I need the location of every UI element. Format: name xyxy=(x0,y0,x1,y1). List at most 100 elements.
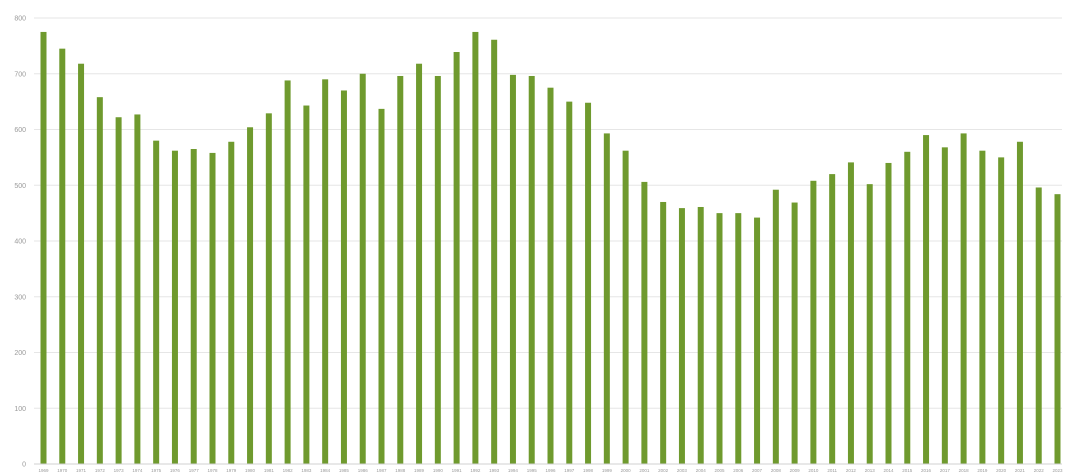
bars xyxy=(40,31,1061,465)
bar xyxy=(322,79,329,464)
x-tick-label: 1988 xyxy=(395,468,406,473)
bar xyxy=(378,108,385,464)
bar xyxy=(228,141,235,464)
x-tick-label: 1970 xyxy=(57,468,68,473)
y-tick-label: 600 xyxy=(14,127,26,134)
bar xyxy=(397,75,404,464)
x-tick-label: 2016 xyxy=(921,468,932,473)
x-tick-label: 1975 xyxy=(151,468,162,473)
x-tick-label: 1989 xyxy=(414,468,425,473)
bar xyxy=(566,101,573,464)
x-tick-label: 1985 xyxy=(339,468,350,473)
x-tick-label: 2006 xyxy=(733,468,744,473)
x-tick-label: 2018 xyxy=(959,468,970,473)
bar xyxy=(660,201,667,464)
bar xyxy=(866,184,873,464)
bar xyxy=(791,202,798,464)
x-tick-label: 2023 xyxy=(1052,468,1063,473)
bar xyxy=(772,189,779,464)
bar xyxy=(528,75,535,464)
x-tick-label: 2020 xyxy=(996,468,1007,473)
x-tick-label: 2019 xyxy=(977,468,988,473)
x-tick-label: 2014 xyxy=(883,468,894,473)
bar xyxy=(265,113,272,465)
bar xyxy=(678,208,685,464)
y-tick-label: 400 xyxy=(14,239,26,246)
x-tick-label: 1995 xyxy=(527,468,538,473)
bar xyxy=(960,133,967,464)
bar xyxy=(1016,141,1023,464)
x-tick-label: 2002 xyxy=(658,468,669,473)
y-tick-label: 200 xyxy=(14,350,26,357)
bar xyxy=(716,213,723,464)
x-tick-label: 2003 xyxy=(677,468,688,473)
x-tick-label: 1993 xyxy=(489,468,500,473)
bar xyxy=(209,152,216,465)
bar xyxy=(829,174,836,464)
x-tick-label: 2008 xyxy=(771,468,782,473)
x-tick-label: 1991 xyxy=(452,468,463,473)
x-tick-label: 2010 xyxy=(808,468,819,473)
x-tick-label: 1999 xyxy=(602,468,613,473)
x-tick-label: 2012 xyxy=(846,468,857,473)
x-tick-label: 2021 xyxy=(1015,468,1026,473)
x-tick-label: 1983 xyxy=(301,468,312,473)
bar xyxy=(1054,194,1061,465)
bar xyxy=(754,217,761,464)
x-tick-label: 1977 xyxy=(189,468,200,473)
x-tick-label: 2001 xyxy=(639,468,650,473)
bar xyxy=(340,90,347,464)
x-tick-label: 2005 xyxy=(714,468,725,473)
bar xyxy=(416,63,423,465)
x-tick-label: 1997 xyxy=(564,468,575,473)
y-axis-tick-labels: 0 100 200 300 400 500 600 700 800 xyxy=(14,16,26,469)
y-tick-label: 0 xyxy=(22,462,26,469)
x-tick-label: 1984 xyxy=(320,468,331,473)
bar xyxy=(96,97,103,464)
bar xyxy=(153,140,160,464)
x-tick-label: 2013 xyxy=(865,468,876,473)
x-tick-label: 1996 xyxy=(545,468,556,473)
bar xyxy=(472,31,479,464)
bar xyxy=(847,162,854,464)
bar xyxy=(434,75,441,464)
bar xyxy=(547,87,554,464)
x-tick-label: 1974 xyxy=(132,468,143,473)
bar xyxy=(40,31,47,464)
x-tick-label: 2017 xyxy=(940,468,951,473)
bar xyxy=(303,105,310,464)
x-tick-label: 1981 xyxy=(264,468,275,473)
y-tick-label: 800 xyxy=(14,16,26,23)
y-tick-label: 100 xyxy=(14,406,26,413)
bar xyxy=(247,127,254,465)
bar xyxy=(941,147,948,464)
bar xyxy=(78,63,85,465)
x-tick-label: 1986 xyxy=(358,468,369,473)
bar xyxy=(359,73,366,464)
bar xyxy=(641,181,648,464)
x-tick-label: 1978 xyxy=(207,468,218,473)
bar xyxy=(735,213,742,464)
bar xyxy=(622,150,629,464)
y-tick-label: 300 xyxy=(14,294,26,301)
x-tick-label: 1973 xyxy=(114,468,125,473)
x-axis-tick-labels: 1969 1970 1971 1972 1973 1974 1975 1976 1977 1978… xyxy=(38,468,1063,473)
bar xyxy=(998,157,1005,464)
bar xyxy=(59,48,66,464)
bar xyxy=(115,117,122,465)
x-tick-label: 1994 xyxy=(508,468,519,473)
x-tick-label: 1998 xyxy=(583,468,594,473)
x-tick-label: 1990 xyxy=(433,468,444,473)
x-tick-label: 1969 xyxy=(38,468,49,473)
x-tick-label: 1987 xyxy=(376,468,387,473)
x-tick-label: 1976 xyxy=(170,468,181,473)
x-tick-label: 1979 xyxy=(226,468,237,473)
x-tick-label: 2015 xyxy=(902,468,913,473)
x-tick-label: 1982 xyxy=(283,468,294,473)
bar xyxy=(190,149,197,464)
bar xyxy=(509,74,516,465)
bar xyxy=(979,150,986,464)
x-tick-label: 1980 xyxy=(245,468,256,473)
bar xyxy=(171,150,178,464)
